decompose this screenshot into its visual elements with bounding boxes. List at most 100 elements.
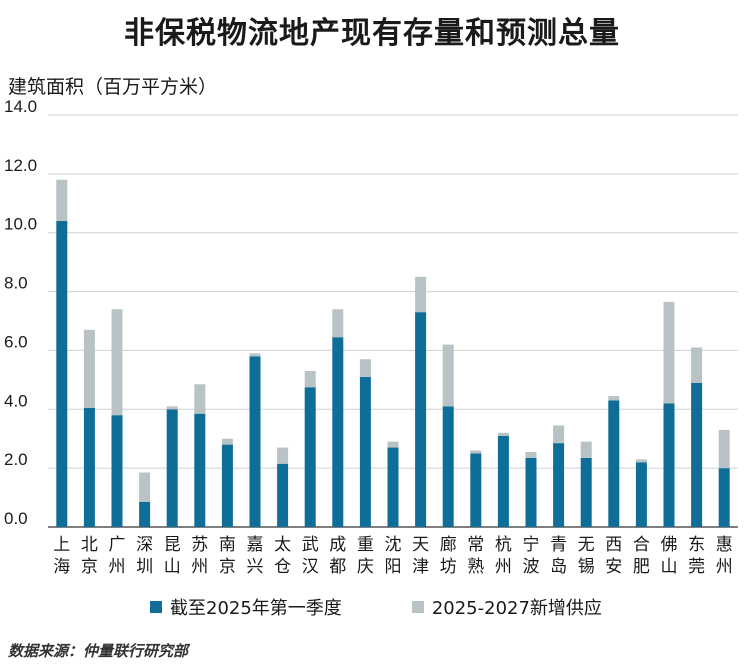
category-label-char: 州	[191, 557, 208, 577]
category-label-char: 州	[716, 557, 733, 577]
bar-new-supply-1	[83, 329, 95, 408]
bar-new-supply-3	[139, 472, 151, 502]
bar-new-supply-12	[387, 441, 399, 448]
bar-existing-23	[691, 382, 703, 527]
bar-chart: 0.02.04.06.08.010.012.014.0 上海北京广州深圳昆山苏州…	[4, 97, 738, 577]
bar-existing-21	[635, 462, 647, 527]
bar-new-supply-19	[580, 441, 592, 458]
category-label-char: 昆	[164, 535, 181, 555]
category-label-char: 汉	[302, 557, 319, 577]
category-label-char: 武	[302, 535, 319, 555]
category-label-char: 阳	[385, 557, 402, 577]
category-label-char: 熟	[467, 556, 484, 577]
chart-title: 非保税物流地产现有存量和预测总量	[124, 16, 620, 51]
bar-new-supply-24	[718, 429, 730, 469]
category-label-char: 圳	[136, 557, 153, 577]
bar-existing-1	[83, 407, 95, 527]
category-label-char: 庆	[357, 557, 374, 577]
bar-new-supply-0	[56, 179, 68, 221]
bar-existing-12	[387, 447, 399, 527]
category-label-char: 重	[357, 535, 374, 555]
bar-new-supply-2	[111, 309, 123, 416]
category-label-char: 津	[412, 557, 429, 577]
bar-existing-10	[332, 337, 344, 527]
bar-existing-14	[442, 406, 454, 527]
legend-swatch-new-supply	[411, 601, 424, 613]
bar-new-supply-7	[249, 353, 261, 357]
category-label-char: 京	[81, 557, 98, 577]
bar-existing-8	[277, 463, 289, 527]
bar-existing-9	[304, 387, 316, 527]
category-label-char: 州	[109, 557, 126, 577]
bar-new-supply-13	[415, 276, 427, 313]
category-label-char: 锡	[578, 557, 595, 577]
bar-new-supply-20	[608, 396, 620, 401]
category-label-char: 岛	[550, 557, 567, 577]
bar-existing-24	[718, 468, 730, 527]
legend-label-existing: 截至2025年第一季度	[170, 598, 342, 619]
category-label-char: 苏	[191, 535, 208, 555]
bar-new-supply-9	[304, 371, 316, 388]
category-label-char: 州	[495, 557, 512, 577]
category-label-char: 兴	[247, 557, 264, 577]
y-tick-label: 8.0	[4, 274, 28, 293]
bar-new-supply-5	[194, 384, 206, 414]
bar-existing-13	[415, 312, 427, 527]
bar-new-supply-11	[359, 359, 371, 377]
category-label-char: 肥	[633, 557, 650, 577]
category-label-char: 深	[136, 535, 153, 555]
y-tick-label: 0.0	[4, 509, 28, 528]
category-label-char: 天	[412, 535, 429, 555]
category-label-char: 无	[578, 535, 595, 555]
bar-new-supply-22	[663, 301, 675, 404]
bar-new-supply-21	[635, 459, 647, 463]
category-label-char: 海	[53, 557, 70, 577]
category-label-char: 波	[523, 557, 540, 577]
bar-existing-2	[111, 415, 123, 527]
category-label-char: 东	[688, 535, 705, 555]
bar-existing-6	[221, 444, 233, 527]
legend-item-new-supply: 2025-2027新增供应	[411, 594, 602, 620]
category-label-char: 成	[329, 535, 346, 555]
bar-existing-15	[470, 453, 482, 527]
y-tick-label: 14.0	[4, 97, 37, 116]
y-tick-label: 4.0	[4, 391, 28, 410]
category-label-char: 惠	[716, 535, 733, 555]
category-labels: 上海北京广州深圳昆山苏州南京嘉兴太仓武汉成都重庆沈阳天津廊坊常熟杭州宁波青岛无锡…	[53, 535, 732, 577]
y-tick-label: 12.0	[4, 156, 37, 175]
bar-existing-18	[553, 443, 565, 527]
bar-new-supply-23	[691, 347, 703, 383]
category-label-char: 都	[329, 557, 346, 577]
bar-existing-4	[166, 409, 178, 527]
category-label-char: 佛	[661, 535, 678, 555]
bar-existing-22	[663, 403, 675, 527]
legend-label-new-supply: 2025-2027新增供应	[431, 598, 602, 619]
category-label-char: 坊	[440, 557, 457, 577]
bar-new-supply-17	[525, 451, 537, 458]
bar-new-supply-15	[470, 450, 482, 454]
bar-existing-0	[56, 220, 68, 527]
bar-new-supply-10	[332, 309, 344, 338]
category-label-char: 南	[219, 535, 236, 555]
category-label-char: 西	[605, 535, 622, 555]
source-note: 数据来源：仲量联行研究部	[8, 642, 189, 660]
category-label-char: 京	[219, 557, 236, 577]
category-label-char: 廊	[440, 535, 457, 555]
bar-existing-5	[194, 413, 206, 527]
category-label-char: 宁	[523, 535, 540, 555]
category-label-char: 安	[605, 557, 622, 577]
category-label-char: 常	[467, 535, 484, 555]
bar-existing-16	[497, 435, 509, 527]
y-tick-label: 10.0	[4, 215, 37, 234]
bar-existing-7	[249, 356, 261, 527]
category-label-char: 嘉	[247, 535, 264, 555]
bar-existing-3	[139, 501, 151, 527]
bars	[56, 179, 730, 527]
legend: 截至2025年第一季度 2025-2027新增供应	[150, 594, 602, 620]
category-label-char: 莞	[688, 557, 705, 577]
bar-existing-11	[359, 376, 371, 527]
category-label-char: 仓	[274, 557, 291, 577]
bar-new-supply-6	[221, 438, 233, 445]
category-label-char: 山	[661, 557, 678, 577]
category-label-char: 山	[164, 557, 181, 577]
